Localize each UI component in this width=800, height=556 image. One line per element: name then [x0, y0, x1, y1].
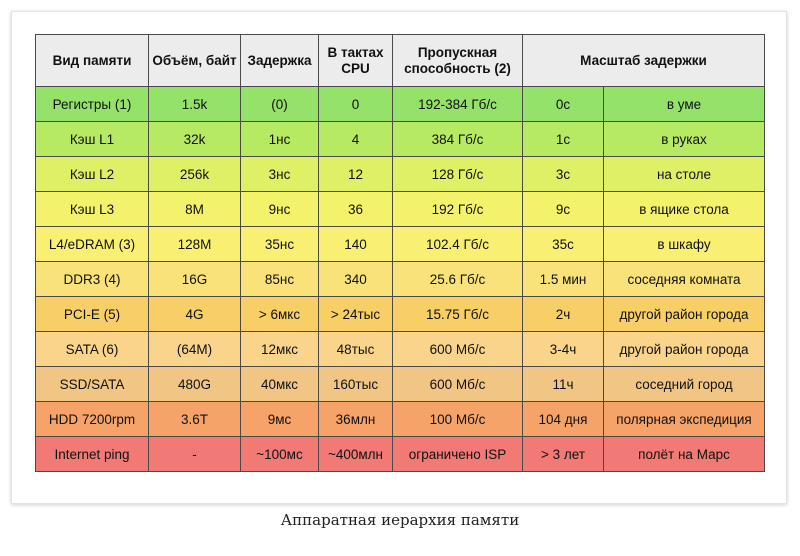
bandwidth-cell: 102.4 Гб/с — [392, 226, 523, 262]
latency-cell: 85нс — [240, 261, 319, 297]
scale-time-cell: 11ч — [522, 366, 604, 402]
memory-type-cell: HDD 7200rpm — [35, 401, 149, 437]
latency-cell: 3нс — [240, 156, 319, 192]
table-row: Кэш L1 32k 1нс 4 384 Гб/с 1с в руках — [35, 121, 766, 157]
table-header-row: Вид памяти Объём, байт Задержка В тактах… — [35, 34, 766, 87]
header-volume: Объём, байт — [148, 34, 241, 87]
scale-time-cell: 9с — [522, 191, 604, 227]
memory-type-cell: SATA (6) — [35, 331, 149, 367]
memory-type-cell: DDR3 (4) — [35, 261, 149, 297]
memory-type-cell: Кэш L3 — [35, 191, 149, 227]
scale-analogy-cell: в уме — [602, 86, 766, 122]
scale-time-cell: 3-4ч — [522, 331, 604, 367]
cpu-cycles-cell: 140 — [318, 226, 393, 262]
memory-type-cell: L4/eDRAM (3) — [35, 226, 149, 262]
table-row: L4/eDRAM (3) 128M 35нс 140 102.4 Гб/с 35с в шк… — [35, 226, 766, 262]
bandwidth-cell: 384 Гб/с — [392, 121, 523, 157]
table-row: HDD 7200rpm 3.6T 9мс 36млн 100 Мб/с 104 дня по… — [35, 401, 766, 437]
bandwidth-cell: 600 Мб/с — [392, 331, 523, 367]
cpu-cycles-cell: 160тыс — [318, 366, 393, 402]
bandwidth-cell: 192-384 Гб/с — [392, 86, 523, 122]
scale-time-cell: 0с — [522, 86, 604, 122]
volume-cell: 8M — [148, 191, 241, 227]
table-row: DDR3 (4) 16G 85нс 340 25.6 Гб/с 1.5 мин соседн… — [35, 261, 766, 297]
volume-cell: 4G — [148, 296, 241, 332]
latency-cell: 9нс — [240, 191, 319, 227]
header-latency-scale: Масштаб задержки — [521, 34, 766, 87]
bandwidth-cell: ограничено ISP — [392, 436, 523, 472]
bandwidth-cell: 100 Мб/с — [392, 401, 523, 437]
bandwidth-cell: 600 Мб/с — [392, 366, 523, 402]
table-row: Кэш L3 8M 9нс 36 192 Гб/с 9с в ящике стола — [35, 191, 766, 227]
scale-analogy-cell: другой район города — [602, 331, 766, 367]
figure-caption: Аппаратная иерархия памяти — [280, 511, 520, 529]
latency-cell: (0) — [240, 86, 319, 122]
scale-analogy-cell: в руках — [602, 121, 766, 157]
memory-type-cell: Кэш L1 — [35, 121, 149, 157]
scale-analogy-cell: в ящике стола — [602, 191, 766, 227]
volume-cell: 480G — [148, 366, 241, 402]
volume-cell: 128M — [148, 226, 241, 262]
cpu-cycles-cell: 36 — [318, 191, 393, 227]
header-memory-type: Вид памяти — [35, 34, 149, 87]
latency-cell: 9мс — [240, 401, 319, 437]
memory-type-cell: SSD/SATA — [35, 366, 149, 402]
scale-time-cell: 1с — [522, 121, 604, 157]
bandwidth-cell: 192 Гб/с — [392, 191, 523, 227]
latency-cell: 1нс — [240, 121, 319, 157]
table-row: SATA (6) (64M) 12мкс 48тыс 600 Мб/с 3-4ч друго… — [35, 331, 766, 367]
scale-analogy-cell: другой район города — [602, 296, 766, 332]
scale-analogy-cell: соседняя комната — [602, 261, 766, 297]
header-bandwidth: Пропускная способность (2) — [392, 34, 523, 87]
cpu-cycles-cell: 4 — [318, 121, 393, 157]
cpu-cycles-cell: > 24тыс — [318, 296, 393, 332]
volume-cell: 16G — [148, 261, 241, 297]
cpu-cycles-cell: 340 — [318, 261, 393, 297]
latency-cell: 12мкс — [240, 331, 319, 367]
memory-type-cell: PCI-E (5) — [35, 296, 149, 332]
scale-analogy-cell: полярная экспедиция — [602, 401, 766, 437]
volume-cell: 1.5k — [148, 86, 241, 122]
table-row: PCI-E (5) 4G > 6мкс > 24тыс 15.75 Гб/с 2ч друг… — [35, 296, 766, 332]
latency-cell: ~100мс — [240, 436, 319, 472]
scale-time-cell: 104 дня — [522, 401, 604, 437]
scale-time-cell: 2ч — [522, 296, 604, 332]
header-latency: Задержка — [240, 34, 319, 87]
scale-analogy-cell: полёт на Марс — [602, 436, 766, 472]
cpu-cycles-cell: ~400млн — [318, 436, 393, 472]
bandwidth-cell: 15.75 Гб/с — [392, 296, 523, 332]
cpu-cycles-cell: 48тыс — [318, 331, 393, 367]
scale-time-cell: > 3 лет — [522, 436, 604, 472]
table-row: Кэш L2 256k 3нс 12 128 Гб/с 3с на столе — [35, 156, 766, 192]
bandwidth-cell: 128 Гб/с — [392, 156, 523, 192]
scale-analogy-cell: соседний город — [602, 366, 766, 402]
header-cpu-cycles: В тактах CPU — [318, 34, 393, 87]
bandwidth-cell: 25.6 Гб/с — [392, 261, 523, 297]
memory-type-cell: Internet ping — [35, 436, 149, 472]
memory-type-cell: Кэш L2 — [35, 156, 149, 192]
table-row: SSD/SATA 480G 40мкс 160тыс 600 Мб/с 11ч соседн… — [35, 366, 766, 402]
table-row: Internet ping - ~100мс ~400млн ограничено IS… — [35, 436, 766, 472]
table-row: Регистры (1) 1.5k (0) 0 192-384 Гб/с 0с в уме — [35, 86, 766, 122]
scale-analogy-cell: в шкафу — [602, 226, 766, 262]
latency-cell: > 6мкс — [240, 296, 319, 332]
latency-cell: 40мкс — [240, 366, 319, 402]
memory-hierarchy-table: Вид памяти Объём, байт Задержка В тактах… — [35, 34, 766, 472]
volume-cell: 32k — [148, 121, 241, 157]
scale-analogy-cell: на столе — [602, 156, 766, 192]
latency-cell: 35нс — [240, 226, 319, 262]
volume-cell: - — [148, 436, 241, 472]
scale-time-cell: 1.5 мин — [522, 261, 604, 297]
memory-type-cell: Регистры (1) — [35, 86, 149, 122]
cpu-cycles-cell: 0 — [318, 86, 393, 122]
cpu-cycles-cell: 36млн — [318, 401, 393, 437]
volume-cell: 256k — [148, 156, 241, 192]
volume-cell: (64M) — [148, 331, 241, 367]
scale-time-cell: 35с — [522, 226, 604, 262]
cpu-cycles-cell: 12 — [318, 156, 393, 192]
volume-cell: 3.6T — [148, 401, 241, 437]
scale-time-cell: 3с — [522, 156, 604, 192]
